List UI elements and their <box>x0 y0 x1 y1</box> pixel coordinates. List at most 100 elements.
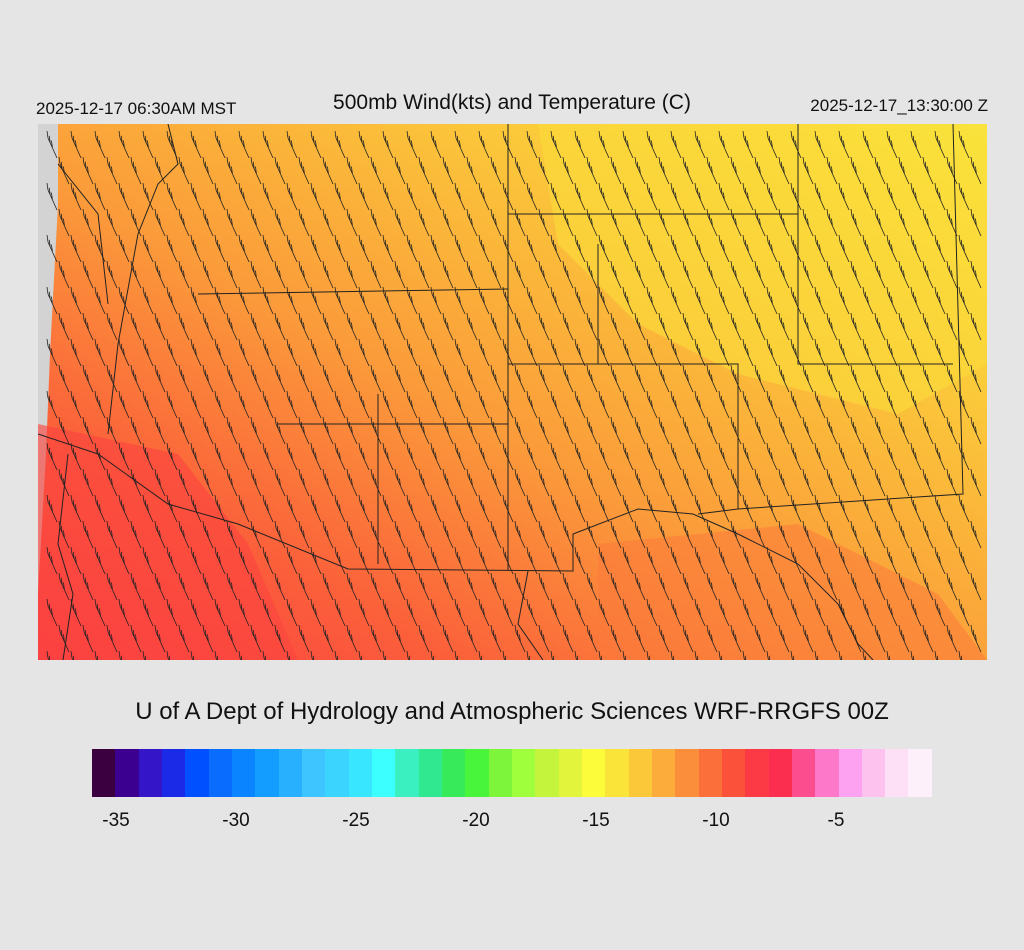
wind-barb <box>826 156 838 185</box>
wind-barb <box>106 572 118 601</box>
wind-barb <box>310 338 322 367</box>
wind-barb <box>874 260 886 289</box>
wind-barb <box>322 312 334 341</box>
wind-barb <box>430 234 442 263</box>
wind-barb <box>490 572 502 601</box>
wind-barb <box>178 572 190 601</box>
wind-barb <box>838 286 850 315</box>
wind-barb <box>214 234 226 263</box>
wind-barb <box>178 312 190 341</box>
colorbar-swatch <box>861 749 886 797</box>
wind-barb <box>538 260 550 289</box>
wind-barb <box>286 182 298 211</box>
colorbar-swatch <box>885 749 909 797</box>
wind-barb <box>214 442 226 471</box>
wind-barb <box>406 598 418 627</box>
colorbar-swatch <box>605 749 629 797</box>
wind-barb <box>562 312 574 341</box>
wind-barb <box>286 494 298 523</box>
wind-barb <box>514 156 526 185</box>
wind-barb <box>538 572 550 601</box>
wind-barb <box>898 364 910 393</box>
wind-barb <box>46 130 58 159</box>
wind-barb <box>502 390 514 419</box>
wind-barb <box>502 338 514 367</box>
wind-barb <box>754 364 766 393</box>
wind-barb <box>418 208 430 237</box>
wind-barb <box>406 130 418 159</box>
wind-barb <box>682 572 694 601</box>
wind-barb <box>262 598 274 627</box>
wind-barb <box>154 520 166 549</box>
wind-barb <box>838 182 850 211</box>
wind-barb <box>262 494 274 523</box>
wind-barb <box>202 156 214 185</box>
wind-barb <box>394 208 406 237</box>
wind-barb <box>898 312 910 341</box>
colorbar-swatch <box>161 749 186 797</box>
colorbar-swatch <box>651 749 676 797</box>
wind-barb <box>706 156 718 185</box>
wind-barb <box>310 494 322 523</box>
wind-barb <box>406 442 418 471</box>
wind-barb <box>646 234 658 263</box>
wind-barb <box>118 130 130 159</box>
wind-barb <box>694 234 706 263</box>
wind-barb <box>190 494 202 523</box>
wind-barb <box>706 208 718 237</box>
wind-barb <box>262 338 274 367</box>
wind-barb <box>862 390 874 419</box>
wind-barb <box>130 156 142 185</box>
wind-barb <box>694 182 706 211</box>
wind-barb <box>622 494 634 523</box>
wind-barb <box>682 156 694 185</box>
wind-barb <box>526 598 538 627</box>
wind-barb <box>142 546 154 575</box>
wind-barb <box>946 572 958 601</box>
wind-barb <box>898 416 910 445</box>
wind-barb <box>418 468 430 497</box>
wind-barb <box>874 208 886 237</box>
wind-barb <box>574 130 586 159</box>
wind-barb <box>454 234 466 263</box>
wind-barb <box>478 598 490 627</box>
wind-barb <box>430 286 442 315</box>
wind-barb <box>814 442 826 471</box>
wind-barb <box>526 182 538 211</box>
wind-barb <box>154 624 166 653</box>
wind-barb <box>418 520 430 549</box>
wind-barb <box>454 390 466 419</box>
wind-barb <box>298 208 310 237</box>
wind-barb <box>178 208 190 237</box>
wind-barb <box>934 546 946 575</box>
wind-barb <box>490 520 502 549</box>
wind-barb <box>526 442 538 471</box>
wind-barb <box>838 130 850 159</box>
wind-barb <box>718 338 730 367</box>
wind-barb <box>622 182 634 211</box>
wind-barb <box>598 234 610 263</box>
wind-barb <box>934 442 946 471</box>
wind-barb <box>850 520 862 549</box>
wind-barb <box>118 494 130 523</box>
colorbar-swatch <box>838 749 862 797</box>
wind-barb <box>502 442 514 471</box>
wind-barb <box>682 624 694 653</box>
wind-barb <box>538 520 550 549</box>
wind-barb <box>958 546 970 575</box>
wind-barb <box>706 312 718 341</box>
wind-barb <box>730 468 742 497</box>
wind-barb <box>826 416 838 445</box>
wind-barb <box>58 624 70 653</box>
wind-barb <box>898 260 910 289</box>
wind-barb <box>502 234 514 263</box>
wind-barb <box>202 624 214 653</box>
wind-barb <box>970 208 982 237</box>
wind-barb <box>406 494 418 523</box>
wind-barb <box>610 208 622 237</box>
wind-barb <box>310 130 322 159</box>
colorbar-swatch <box>371 749 396 797</box>
wind-barb <box>550 390 562 419</box>
wind-barb <box>190 442 202 471</box>
wind-barb <box>442 364 454 393</box>
